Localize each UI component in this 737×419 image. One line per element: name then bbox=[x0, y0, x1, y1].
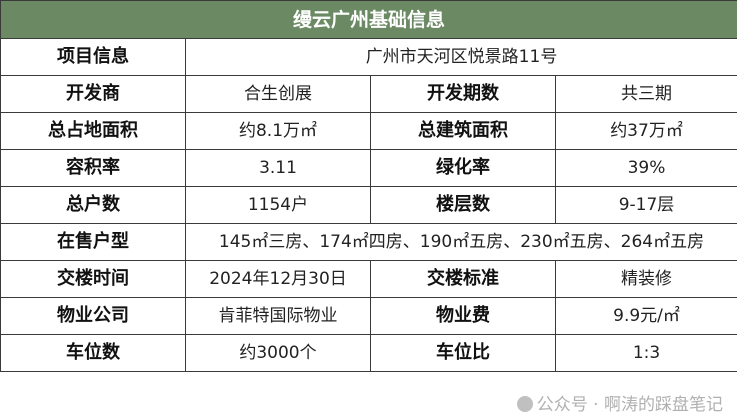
row-value: 精装修 bbox=[554, 260, 737, 298]
row-value: 约37万㎡ bbox=[554, 112, 737, 150]
row-value: 1154户 bbox=[185, 186, 371, 224]
row-value: 2024年12月30日 bbox=[185, 260, 371, 298]
table-row: 项目信息 广州市天河区悦景路11号 bbox=[0, 38, 737, 76]
row-value: 约3000个 bbox=[185, 334, 371, 372]
row-label: 总户数 bbox=[0, 186, 186, 224]
table-row: 总户数 1154户 楼层数 9-17层 bbox=[0, 186, 737, 224]
row-label: 物业费 bbox=[370, 297, 556, 335]
table-title: 缦云广州基础信息 bbox=[0, 0, 737, 39]
row-label: 在售户型 bbox=[0, 223, 186, 261]
row-value: 39% bbox=[554, 149, 737, 187]
wechat-icon bbox=[516, 396, 533, 412]
row-label: 容积率 bbox=[0, 149, 186, 187]
row-value: 约8.1万㎡ bbox=[185, 112, 371, 150]
row-label: 开发商 bbox=[0, 75, 186, 113]
table-row: 总占地面积 约8.1万㎡ 总建筑面积 约37万㎡ bbox=[0, 112, 737, 150]
row-value: 3.11 bbox=[185, 149, 371, 187]
row-value: 广州市天河区悦景路11号 bbox=[184, 38, 737, 76]
table-row: 容积率 3.11 绿化率 39% bbox=[0, 149, 737, 187]
watermark: 公众号 · 啊涛的踩盘笔记 bbox=[516, 394, 723, 416]
row-value: 145㎡三房、174㎡四房、190㎡五房、230㎡五房、264㎡五房 bbox=[184, 223, 737, 261]
table-row: 物业公司 肯菲特国际物业 物业费 9.9元/㎡ bbox=[0, 297, 737, 335]
row-value: 9.9元/㎡ bbox=[554, 297, 737, 335]
info-table: 缦云广州基础信息 项目信息 广州市天河区悦景路11号 开发商 合生创展 开发期数… bbox=[0, 0, 737, 372]
row-label: 车位数 bbox=[0, 334, 186, 372]
row-label: 车位比 bbox=[370, 334, 556, 372]
row-value: 共三期 bbox=[554, 75, 737, 113]
row-value: 合生创展 bbox=[185, 75, 371, 113]
row-label: 楼层数 bbox=[370, 186, 556, 224]
row-label: 物业公司 bbox=[0, 297, 186, 335]
row-label: 开发期数 bbox=[370, 75, 556, 113]
table-row: 车位数 约3000个 车位比 1:3 bbox=[0, 334, 737, 372]
row-value: 1:3 bbox=[554, 334, 737, 372]
row-label: 交楼标准 bbox=[370, 260, 556, 298]
row-label: 总建筑面积 bbox=[370, 112, 556, 150]
table-row: 开发商 合生创展 开发期数 共三期 bbox=[0, 75, 737, 113]
row-value: 9-17层 bbox=[554, 186, 737, 224]
table-row: 交楼时间 2024年12月30日 交楼标准 精装修 bbox=[0, 260, 737, 298]
row-label: 绿化率 bbox=[370, 149, 556, 187]
row-label: 总占地面积 bbox=[0, 112, 186, 150]
row-label: 交楼时间 bbox=[0, 260, 186, 298]
table-row: 在售户型 145㎡三房、174㎡四房、190㎡五房、230㎡五房、264㎡五房 bbox=[0, 223, 737, 261]
watermark-text: 公众号 · 啊涛的踩盘笔记 bbox=[536, 395, 723, 415]
row-value: 肯菲特国际物业 bbox=[185, 297, 371, 335]
row-label: 项目信息 bbox=[0, 38, 186, 76]
